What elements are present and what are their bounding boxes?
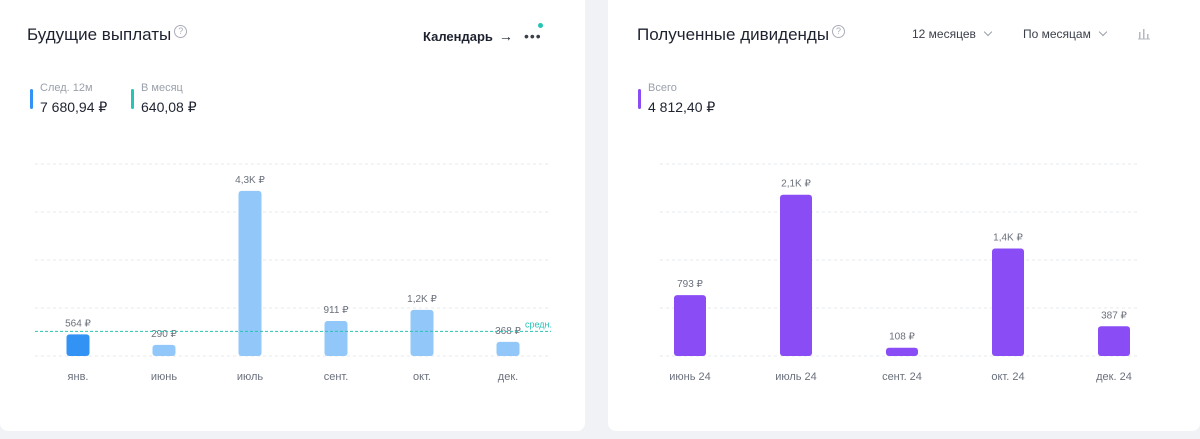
bar-value-label: 387 ₽ (1101, 310, 1127, 321)
received-dividends-title: Полученные дивиденды? (637, 25, 846, 45)
bar-value-label: 1,4K ₽ (993, 232, 1023, 243)
bar-value-label: 564 ₽ (65, 318, 91, 329)
notification-dot (538, 23, 543, 28)
x-tick-label: сент. 24 (882, 371, 922, 383)
x-tick-label: июнь (151, 371, 177, 383)
average-label: средн. (525, 319, 552, 329)
dots-glyph: ••• (524, 28, 542, 44)
chart-bar (324, 321, 348, 356)
x-tick-label: сент. (324, 371, 349, 383)
chart-bar (410, 309, 434, 356)
x-tick-label: окт. 24 (991, 371, 1024, 383)
calendar-link[interactable]: Календарь → (423, 28, 513, 44)
bar-value-label: 368 ₽ (495, 326, 521, 337)
bar-chart-icon[interactable] (1137, 26, 1151, 40)
chart-bar (992, 248, 1024, 356)
calendar-link-label: Календарь (423, 29, 493, 44)
per-month-label: В месяц (141, 82, 183, 94)
period-dropdown-value: 12 месяцев (912, 27, 976, 41)
future-payments-card: Будущие выплаты? Календарь → ••• След. 12… (0, 0, 585, 431)
x-tick-label: янв. (68, 371, 89, 383)
chevron-down-icon (983, 27, 993, 37)
chart-bar (780, 194, 812, 356)
total-color-mark (638, 89, 641, 109)
x-tick-label: июль (237, 371, 264, 383)
next-12m-label: След. 12м (40, 82, 93, 94)
total-value: 4 812,40 ₽ (648, 99, 716, 115)
bar-value-label: 108 ₽ (889, 332, 915, 343)
chart-bar (496, 341, 520, 356)
x-tick-label: июль 24 (775, 371, 817, 383)
x-tick-label: июнь 24 (669, 371, 711, 383)
bar-value-label: 793 ₽ (677, 279, 703, 290)
help-icon[interactable]: ? (174, 25, 188, 38)
chevron-down-icon (1098, 27, 1108, 37)
period-dropdown[interactable]: 12 месяцев (912, 27, 993, 41)
grouping-dropdown-value: По месяцам (1023, 27, 1091, 41)
received-dividends-title-text: Полученные дивиденды (637, 25, 830, 44)
received-dividends-card: Полученные дивиденды? 12 месяцев По меся… (608, 0, 1200, 431)
per-month-value: 640,08 ₽ (141, 99, 197, 115)
chart-bar (886, 347, 918, 356)
received-dividends-chart: 793 ₽ июнь 24 2,1K ₽ июль 24 108 ₽ сент. 24 1,… (660, 163, 1140, 383)
bar-value-label: 2,1K ₽ (781, 179, 811, 190)
x-tick-label: дек. 24 (1096, 371, 1132, 383)
bar-value-label: 4,3K ₽ (235, 175, 265, 186)
future-payments-title-text: Будущие выплаты (27, 25, 172, 44)
bar-value-label: 1,2K ₽ (407, 294, 437, 305)
future-payments-title: Будущие выплаты? (27, 25, 188, 45)
bar-value-label: 911 ₽ (323, 305, 349, 316)
chart-bar (66, 334, 90, 356)
next-12m-color-mark (30, 89, 33, 109)
per-month-stat: В месяц 640,08 ₽ (131, 82, 197, 116)
chart-bar (238, 190, 262, 356)
chart-bar (674, 295, 706, 356)
chart-bar (1098, 326, 1130, 356)
next-12m-stat: След. 12м 7 680,94 ₽ (30, 82, 107, 116)
grouping-dropdown[interactable]: По месяцам (1023, 27, 1108, 41)
total-stat: Всего 4 812,40 ₽ (638, 82, 715, 116)
more-options-icon[interactable]: ••• (522, 23, 544, 46)
arrow-right-icon: → (498, 28, 513, 44)
next-12m-value: 7 680,94 ₽ (40, 99, 108, 115)
x-tick-label: дек. (498, 371, 518, 383)
per-month-color-mark (131, 89, 134, 109)
bar-value-label: 290 ₽ (151, 329, 177, 340)
x-tick-label: окт. (413, 371, 431, 383)
future-payments-chart: 564 ₽ янв. 290 ₽ июнь 4,3K ₽ июль 911 ₽ сент. 1,… (35, 163, 552, 383)
help-icon[interactable]: ? (832, 25, 846, 38)
chart-bar (152, 344, 176, 356)
total-label: Всего (648, 82, 677, 94)
